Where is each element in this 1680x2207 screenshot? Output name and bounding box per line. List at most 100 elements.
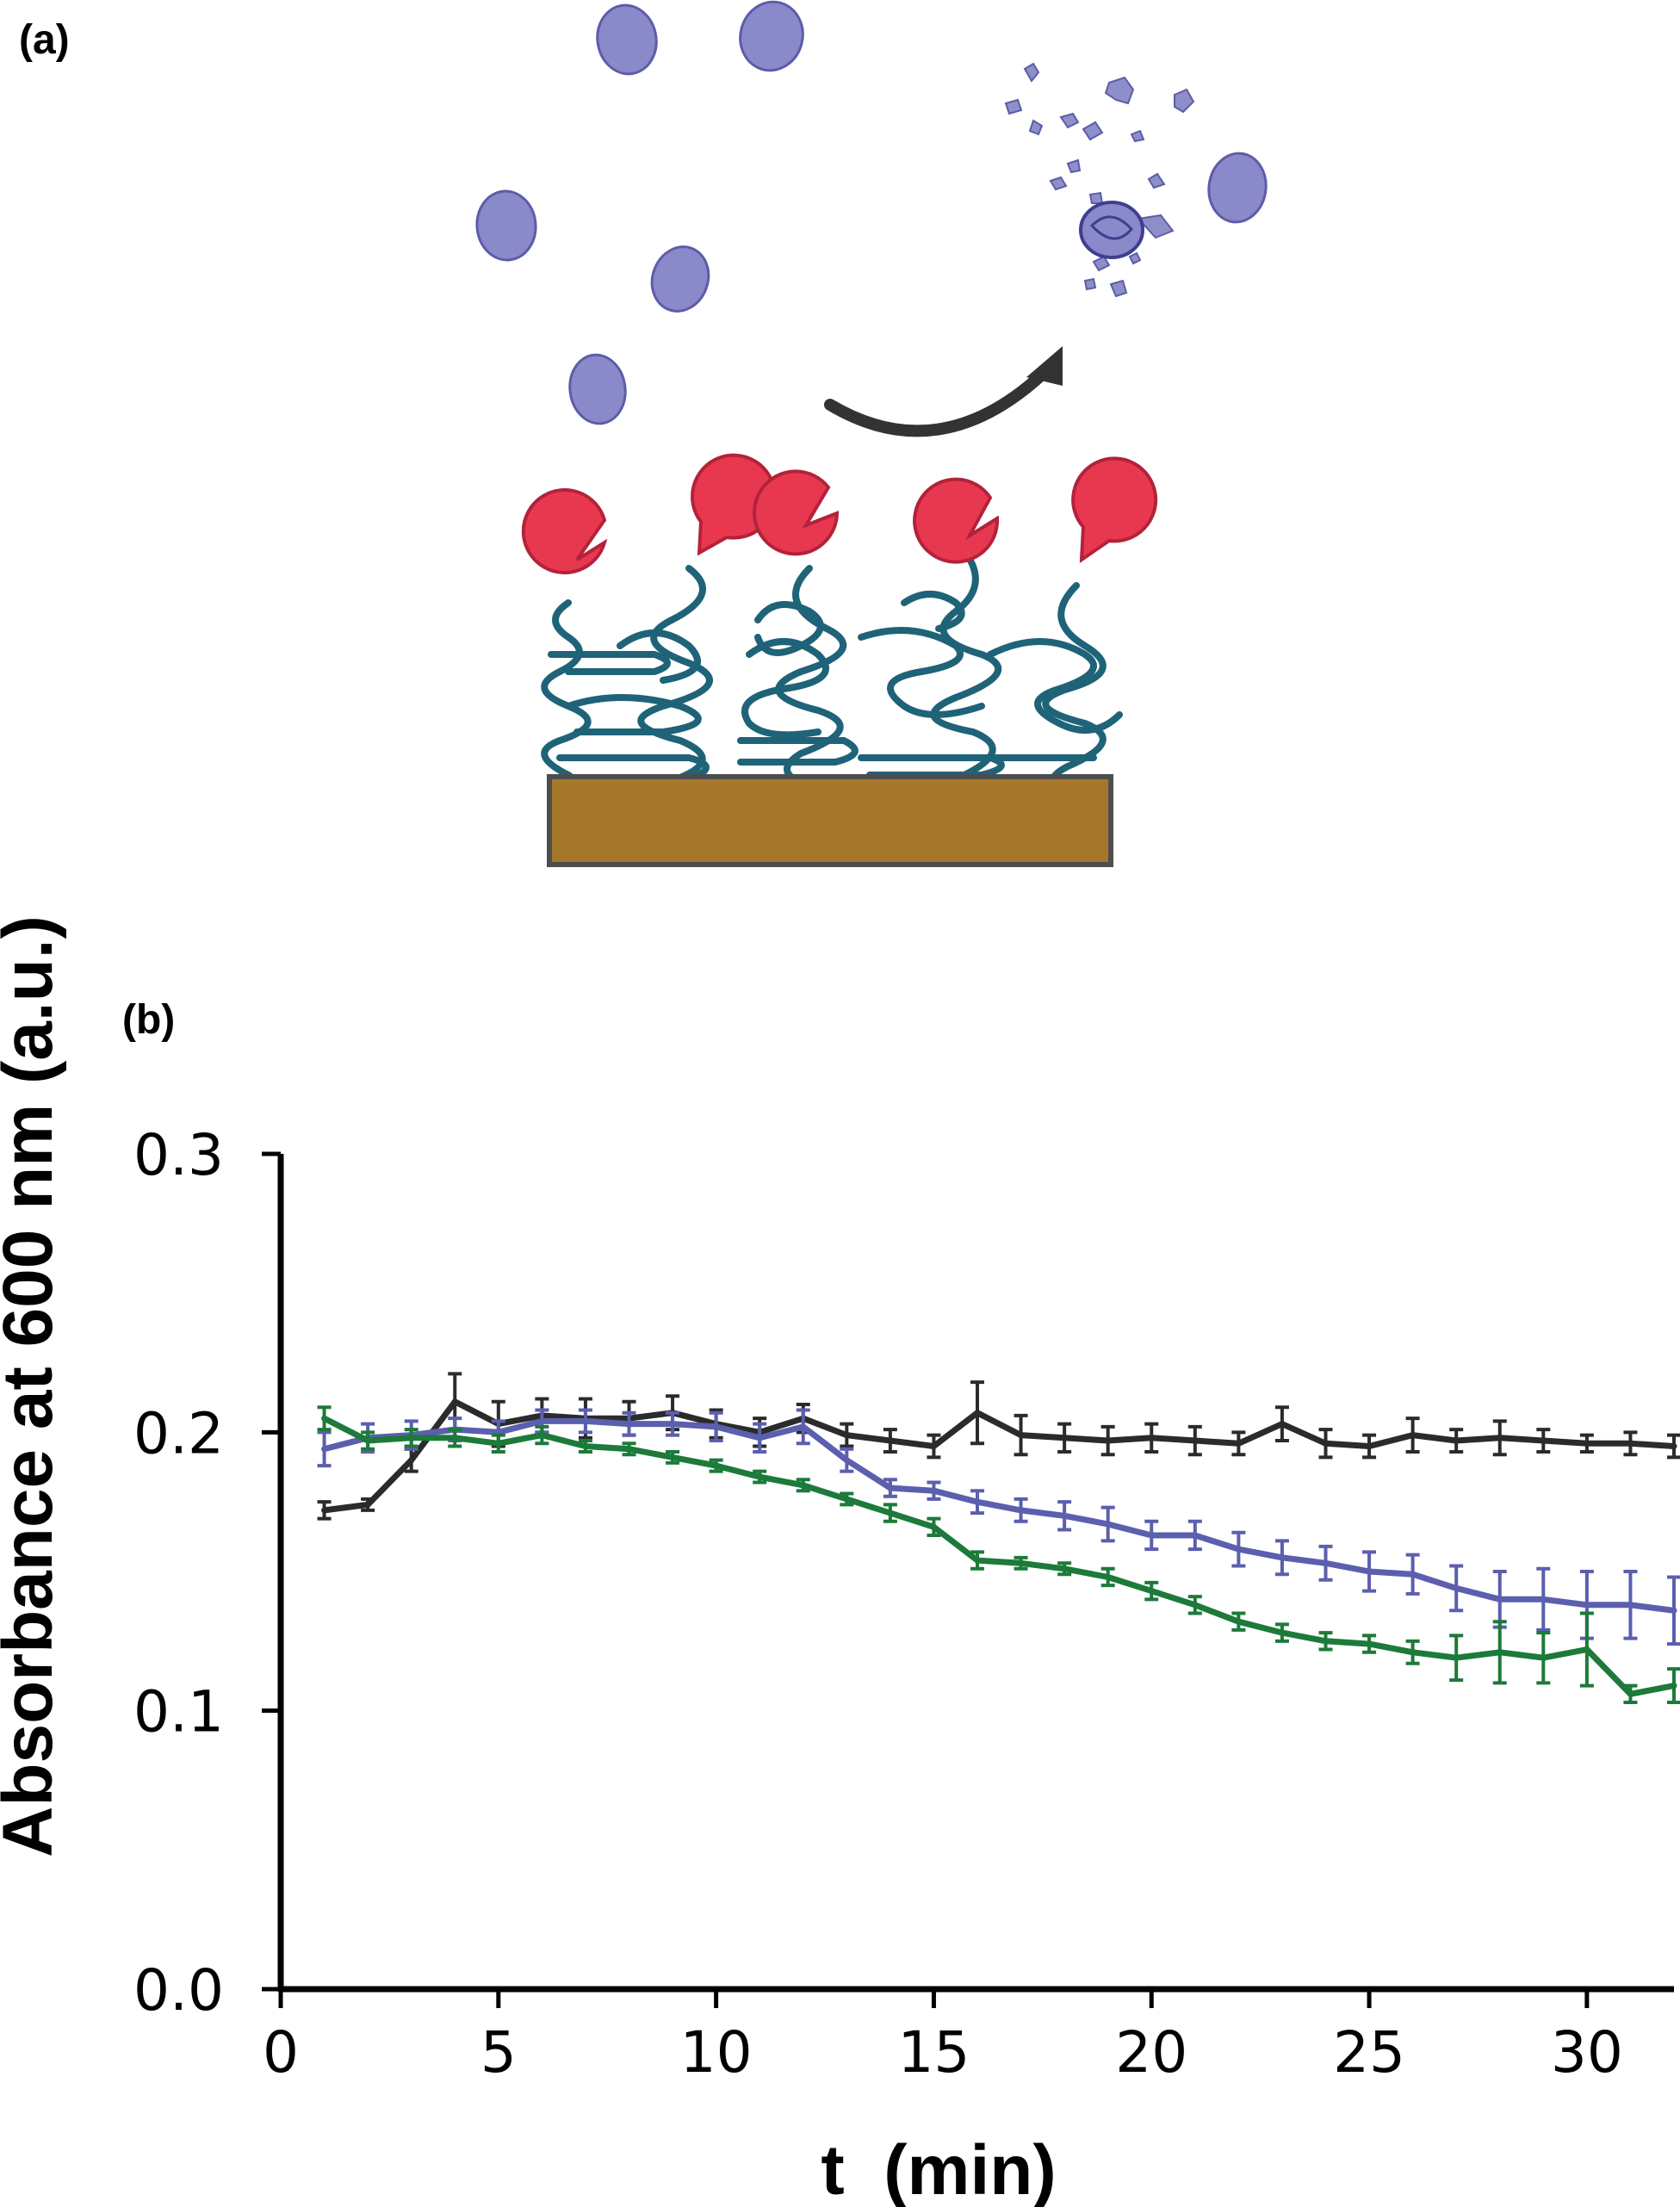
- data-point: [1453, 1654, 1460, 1661]
- data-point: [1671, 1683, 1677, 1689]
- substrate-slab-icon: [547, 774, 1113, 867]
- data-point: [582, 1417, 589, 1424]
- data-point: [1148, 1435, 1155, 1441]
- data-point: [1366, 1640, 1373, 1647]
- data-point: [974, 1410, 981, 1417]
- data-point: [1497, 1596, 1503, 1603]
- data-point: [1105, 1521, 1112, 1528]
- data-point: [930, 1523, 937, 1530]
- x-tick-label: 10: [680, 2019, 753, 2086]
- series-line: [324, 1398, 1675, 1514]
- data-point: [538, 1432, 545, 1439]
- data-point: [713, 1423, 720, 1430]
- data-point: [1279, 1629, 1286, 1636]
- x-tick-label: 5: [480, 2019, 517, 2086]
- data-point: [1453, 1584, 1460, 1591]
- data-point: [1323, 1559, 1329, 1566]
- data-point: [930, 1487, 937, 1494]
- data-point: [1671, 1443, 1677, 1449]
- data-point: [1671, 1607, 1677, 1614]
- series-2: [317, 1408, 1680, 1646]
- data-point: [1627, 1440, 1634, 1447]
- data-point: [1584, 1646, 1590, 1653]
- data-point: [321, 1507, 328, 1514]
- data-point: [538, 1417, 545, 1424]
- panel-a-label: (a): [19, 17, 70, 63]
- data-point: [408, 1435, 415, 1441]
- data-point: [974, 1557, 981, 1564]
- data-point: [1410, 1649, 1417, 1656]
- panel-b-label: (b): [122, 997, 175, 1043]
- data-point: [582, 1443, 589, 1449]
- y-tick-label: 0.3: [133, 1122, 224, 1188]
- data-point: [1584, 1440, 1590, 1447]
- data-point: [1279, 1421, 1286, 1428]
- data-point: [887, 1437, 894, 1444]
- data-point: [843, 1496, 850, 1503]
- series-layer: [317, 1372, 1680, 1704]
- data-point: [974, 1498, 981, 1505]
- data-point: [1584, 1602, 1590, 1609]
- data-point: [756, 1473, 763, 1480]
- data-point: [1235, 1440, 1242, 1447]
- data-point: [800, 1482, 807, 1489]
- data-point: [1148, 1588, 1155, 1595]
- data-point: [1105, 1437, 1112, 1444]
- y-tick-label: 0.0: [133, 1957, 224, 2024]
- lysed-cell-fragments-icon: [1004, 62, 1195, 298]
- series-1: [317, 1372, 1680, 1521]
- enzyme-pacman-icon: [521, 453, 1158, 574]
- bacterium-cell-icon: [475, 0, 1268, 425]
- data-point: [1540, 1437, 1547, 1444]
- data-point: [1279, 1554, 1286, 1561]
- series-line: [323, 1416, 1675, 1697]
- data-point: [1453, 1437, 1460, 1444]
- data-point: [1410, 1571, 1417, 1578]
- x-tick-label: 15: [897, 2019, 970, 2086]
- y-tick-label: 0.1: [133, 1679, 224, 1745]
- y-axis-title: Absorbance at 600 nm (a.u.): [0, 915, 67, 1857]
- data-point: [364, 1437, 371, 1444]
- x-tick-label: 25: [1333, 2019, 1405, 2086]
- data-point: [756, 1435, 763, 1441]
- data-point: [1366, 1443, 1373, 1449]
- data-point: [1497, 1649, 1503, 1656]
- data-point: [1148, 1532, 1155, 1539]
- data-point: [887, 1510, 894, 1516]
- data-point: [669, 1454, 676, 1460]
- data-point: [1192, 1437, 1199, 1444]
- data-point: [1018, 1507, 1025, 1514]
- data-point: [713, 1462, 720, 1469]
- data-point: [887, 1485, 894, 1491]
- axes: 0 5 10 15 20 25 30 0.0 0.1 0.2 0.3: [133, 1122, 1674, 2086]
- data-point: [1192, 1602, 1199, 1609]
- data-point: [1627, 1602, 1634, 1609]
- data-point: [1061, 1435, 1068, 1441]
- data-point: [1540, 1654, 1547, 1661]
- data-point: [1192, 1532, 1199, 1539]
- data-point: [800, 1423, 807, 1430]
- data-point: [1627, 1690, 1634, 1697]
- data-point: [451, 1435, 458, 1441]
- data-point: [1061, 1565, 1068, 1572]
- data-point: [364, 1501, 371, 1508]
- data-point: [1366, 1568, 1373, 1575]
- data-point: [451, 1398, 458, 1405]
- data-point: [321, 1415, 328, 1422]
- x-tick-label: 30: [1551, 2019, 1623, 2086]
- data-point: [1105, 1573, 1112, 1580]
- data-point: [495, 1440, 502, 1447]
- data-point: [1410, 1432, 1417, 1439]
- data-point: [1497, 1435, 1503, 1441]
- x-axis-title: t (min): [821, 2131, 1056, 2207]
- data-point: [626, 1446, 632, 1453]
- data-point: [321, 1446, 328, 1453]
- data-point: [930, 1443, 937, 1449]
- data-point: [1540, 1596, 1547, 1603]
- series-line: [323, 1417, 1675, 1614]
- data-point: [626, 1421, 632, 1428]
- data-point: [843, 1457, 850, 1464]
- y-tick-label: 0.2: [133, 1400, 224, 1466]
- data-point: [1323, 1638, 1329, 1645]
